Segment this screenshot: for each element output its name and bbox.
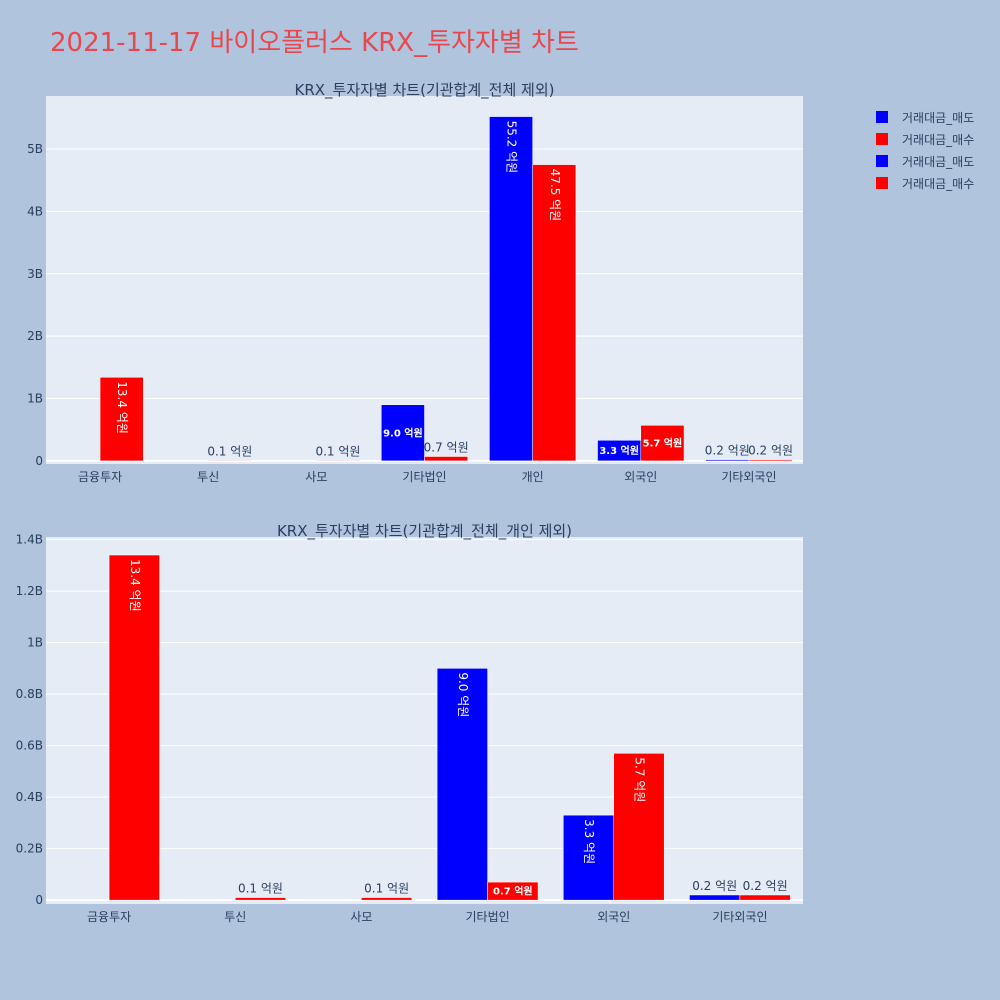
x-tick-label: 기타외국인 — [721, 470, 776, 484]
y-tick-label: 2B — [27, 329, 43, 343]
x-tick-label: 외국인 — [597, 910, 630, 924]
bar[interactable] — [739, 894, 791, 901]
y-tick-label: 4B — [27, 204, 43, 218]
legend-item[interactable]: 거래대금_매수 — [876, 172, 974, 194]
data-label: 0.1 억원 — [364, 882, 409, 896]
y-tick-label: 0.6B — [16, 739, 43, 753]
data-label: 47.5 억원 — [548, 169, 562, 222]
data-label: 0.1 억원 — [238, 882, 283, 896]
legend-swatch — [876, 111, 888, 123]
legend[interactable]: 거래대금_매도 거래대금_매수 거래대금_매도 거래대금_매수 — [876, 106, 974, 194]
bar[interactable] — [108, 554, 160, 901]
y-tick-label: 1.4B — [16, 533, 43, 547]
x-tick-label: 기타법인 — [402, 470, 446, 484]
bar[interactable] — [235, 897, 286, 901]
plot-area — [46, 537, 803, 904]
y-tick-label: 1B — [27, 392, 43, 406]
y-tick-label: 0 — [35, 893, 43, 907]
data-label: 0.2 억원 — [748, 444, 793, 458]
data-label: 3.3 억원 — [599, 444, 639, 457]
legend-item[interactable]: 거래대금_매수 — [876, 128, 974, 150]
data-label: 0.2 억원 — [692, 879, 737, 893]
y-tick-label: 1.2B — [16, 584, 43, 598]
x-tick-label: 사모 — [305, 470, 327, 484]
x-tick-label: 개인 — [522, 470, 544, 484]
x-tick-label: 금융투자 — [87, 910, 131, 924]
bar[interactable] — [563, 814, 614, 901]
bar[interactable] — [487, 881, 539, 901]
bar[interactable] — [689, 894, 741, 901]
data-label: 0.7 억원 — [424, 441, 469, 455]
data-label: 9.0 억원 — [456, 672, 470, 717]
bar[interactable] — [748, 459, 793, 462]
legend-label: 거래대금_매수 — [902, 176, 975, 191]
legend-swatch — [876, 177, 888, 189]
chart-title: KRX_투자자별 차트(기관합계_전체_개인 제외) — [277, 522, 572, 541]
x-tick-label: 기타법인 — [465, 910, 509, 924]
legend-swatch — [876, 133, 888, 145]
data-label: 0.2 억원 — [705, 444, 750, 458]
data-label: 5.7 억원 — [632, 757, 646, 802]
data-label: 13.4 억원 — [115, 381, 129, 434]
bar[interactable] — [613, 753, 665, 901]
legend-item[interactable]: 거래대금_매도 — [876, 150, 974, 172]
bar[interactable] — [436, 668, 488, 901]
bar[interactable] — [489, 116, 533, 462]
y-tick-label: 1B — [27, 636, 43, 650]
x-tick-label: 외국인 — [624, 470, 657, 484]
data-label: 55.2 억원 — [505, 121, 519, 174]
y-tick-label: 0.4B — [16, 790, 43, 804]
plot-area — [46, 96, 803, 464]
x-tick-label: 사모 — [350, 910, 372, 924]
x-tick-label: 기타외국인 — [712, 910, 767, 924]
legend-swatch — [876, 155, 888, 167]
y-tick-label: 5B — [27, 142, 43, 156]
legend-label: 거래대금_매도 — [902, 154, 975, 169]
x-tick-label: 금융투자 — [78, 470, 122, 484]
data-label: 13.4 억원 — [128, 559, 142, 612]
chart-title: KRX_투자자별 차트(기관합계_전체 제외) — [295, 81, 555, 100]
data-label: 3.3 억원 — [582, 819, 596, 864]
bar[interactable] — [207, 460, 252, 462]
legend-item[interactable]: 거래대금_매도 — [876, 106, 974, 128]
bar[interactable] — [99, 377, 144, 462]
page-title: 2021-11-17 바이오플러스 KRX_투자자별 차트 — [50, 28, 579, 58]
y-tick-label: 3B — [27, 267, 43, 281]
legend-label: 거래대금_매수 — [902, 132, 975, 147]
bar[interactable] — [361, 897, 413, 901]
data-label: 0.7 억원 — [493, 885, 533, 898]
bar[interactable] — [380, 404, 425, 462]
data-label: 0.1 억원 — [315, 444, 360, 458]
data-label: 0.2 억원 — [743, 879, 788, 893]
bar[interactable] — [705, 459, 750, 462]
y-tick-label: 0 — [35, 454, 43, 468]
y-tick-label: 0.2B — [16, 842, 43, 856]
data-label: 9.0 억원 — [383, 426, 423, 439]
bar[interactable] — [316, 460, 360, 462]
legend-label: 거래대금_매도 — [902, 110, 975, 125]
x-tick-label: 투신 — [224, 910, 246, 924]
bar[interactable] — [424, 456, 469, 462]
y-tick-label: 0.8B — [16, 687, 43, 701]
bar[interactable] — [640, 425, 685, 462]
data-label: 0.1 억원 — [207, 444, 252, 458]
bar[interactable] — [532, 164, 577, 462]
x-tick-label: 투신 — [197, 470, 219, 484]
data-label: 5.7 억원 — [643, 437, 683, 450]
